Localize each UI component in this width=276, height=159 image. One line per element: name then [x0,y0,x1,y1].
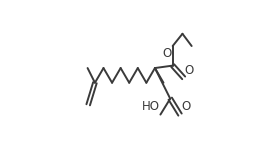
Text: O: O [181,100,190,113]
Text: HO: HO [141,100,160,113]
Text: O: O [162,47,171,60]
Text: O: O [185,64,194,77]
